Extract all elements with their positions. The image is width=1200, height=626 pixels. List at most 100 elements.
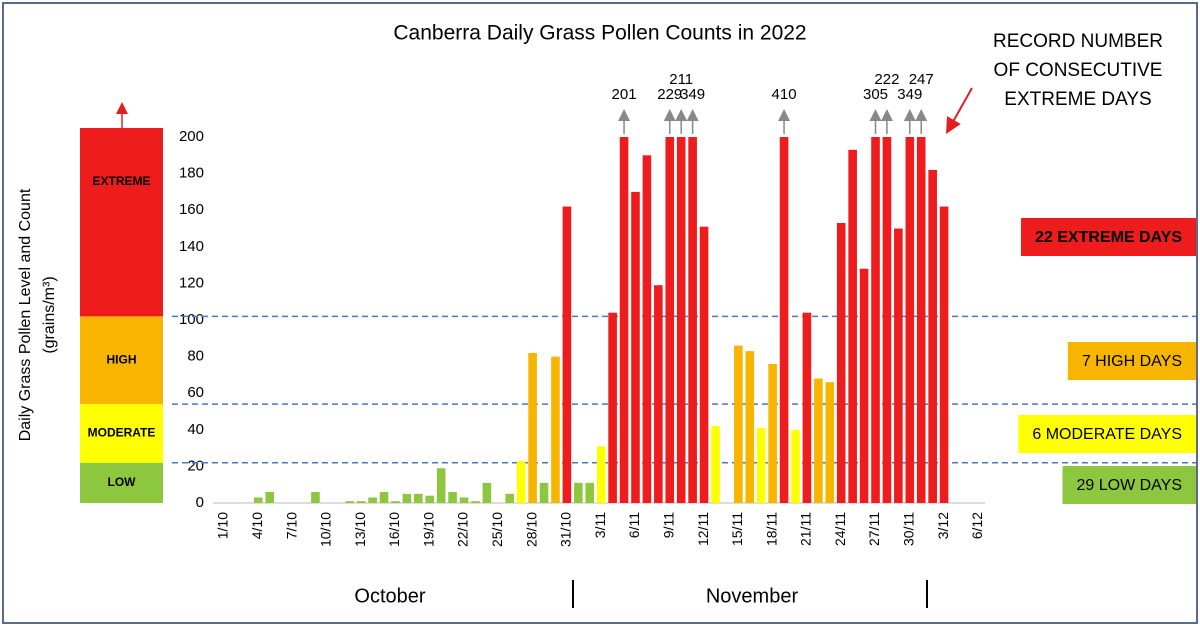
bar — [619, 137, 629, 504]
bar — [848, 149, 857, 503]
bar — [665, 137, 675, 504]
bar — [882, 137, 892, 504]
x-tick-label: 13/10 — [352, 512, 368, 547]
bar — [894, 228, 903, 503]
value-label: 222 — [874, 71, 899, 88]
y-tick-label: 0 — [196, 494, 204, 511]
bar — [574, 482, 583, 503]
bar — [905, 137, 915, 503]
bar — [676, 137, 686, 504]
bar — [528, 352, 537, 503]
y-axis-label: Daily Grass Pollen Level and Count — [17, 188, 34, 441]
x-tick-label: 10/10 — [318, 512, 334, 547]
bar — [836, 223, 846, 503]
bar — [448, 492, 457, 503]
month-label: October — [354, 585, 425, 607]
bar — [631, 191, 640, 503]
bar — [505, 493, 515, 503]
x-tick-label: 21/11 — [798, 512, 814, 546]
value-label: 349 — [897, 86, 922, 103]
level-block — [80, 128, 163, 317]
bar — [402, 493, 412, 503]
annotation: RECORD NUMBER — [993, 31, 1163, 52]
y-tick-label: 140 — [179, 238, 204, 255]
bar — [825, 382, 835, 503]
bar — [802, 312, 812, 503]
bar — [699, 226, 709, 504]
y-tick-label: 160 — [179, 201, 204, 218]
level-name: HIGH — [107, 352, 137, 366]
x-tick-label: 27/11 — [866, 512, 882, 546]
level-block — [80, 404, 163, 463]
bar — [414, 493, 423, 503]
month-label: November — [706, 585, 799, 607]
value-label: 201 — [612, 86, 637, 103]
annotation: OF CONSECUTIVE — [994, 60, 1163, 81]
level-block — [80, 316, 163, 405]
bar — [551, 356, 560, 503]
summary-label: 22 EXTREME DAYS — [1035, 229, 1182, 246]
bar — [459, 497, 469, 503]
bar — [654, 285, 663, 503]
x-tick-label: 28/10 — [523, 512, 539, 547]
bar — [734, 345, 743, 503]
annotation: EXTREME DAYS — [1004, 89, 1151, 110]
y-axis-label: (grains/m³) — [41, 276, 58, 353]
x-tick-label: 15/11 — [729, 512, 745, 546]
bar — [756, 427, 766, 503]
x-tick-label: 18/11 — [763, 512, 779, 546]
y-tick-label: 60 — [187, 384, 204, 401]
bar — [516, 460, 526, 503]
bar — [562, 206, 572, 504]
bar — [928, 169, 937, 503]
x-tick-label: 12/11 — [695, 512, 711, 546]
bar — [311, 492, 320, 503]
x-tick-label: 3/12 — [935, 512, 951, 539]
y-tick-label: 40 — [187, 421, 204, 438]
x-tick-label: 25/10 — [489, 512, 505, 547]
value-label: 247 — [909, 71, 934, 88]
x-tick-label: 16/10 — [386, 512, 402, 547]
bar — [482, 482, 492, 503]
summary-box — [1067, 342, 1196, 380]
value-label: 229 — [657, 86, 682, 103]
x-tick-label: 7/10 — [283, 512, 299, 539]
x-tick-label: 22/10 — [455, 512, 471, 547]
bar — [425, 495, 435, 503]
bar — [608, 312, 617, 503]
y-tick-label: 120 — [179, 274, 204, 291]
y-tick-label: 20 — [187, 457, 204, 474]
bar — [391, 501, 400, 503]
y-tick-label: 100 — [179, 311, 204, 328]
x-tick-label: 6/11 — [626, 512, 642, 538]
bar — [379, 492, 389, 503]
bar — [791, 429, 800, 503]
bar — [871, 137, 880, 504]
x-tick-label: 30/11 — [901, 512, 917, 546]
x-tick-label: 1/10 — [215, 512, 231, 539]
bar — [859, 268, 869, 503]
value-label: 305 — [863, 86, 888, 103]
bar — [345, 501, 355, 503]
y-tick-label: 180 — [179, 165, 204, 182]
x-tick-label: 31/10 — [558, 512, 574, 547]
bar — [596, 446, 606, 503]
x-tick-label: 6/12 — [969, 512, 985, 539]
bar — [768, 363, 777, 503]
summary-label: 6 MODERATE DAYS — [1032, 426, 1182, 443]
x-tick-label: 3/11 — [592, 512, 608, 538]
level-name: MODERATE — [88, 426, 156, 440]
x-tick-label: 9/11 — [660, 512, 676, 538]
value-label: 349 — [680, 86, 705, 103]
bars — [253, 137, 949, 504]
x-tick-label: 19/10 — [420, 512, 436, 547]
level-block — [80, 462, 163, 503]
summary-box — [1020, 218, 1196, 256]
bar — [265, 492, 275, 503]
chart-title: Canberra Daily Grass Pollen Counts in 20… — [393, 22, 806, 45]
bar — [916, 137, 926, 504]
level-name: EXTREME — [92, 174, 150, 188]
bar — [814, 378, 823, 503]
